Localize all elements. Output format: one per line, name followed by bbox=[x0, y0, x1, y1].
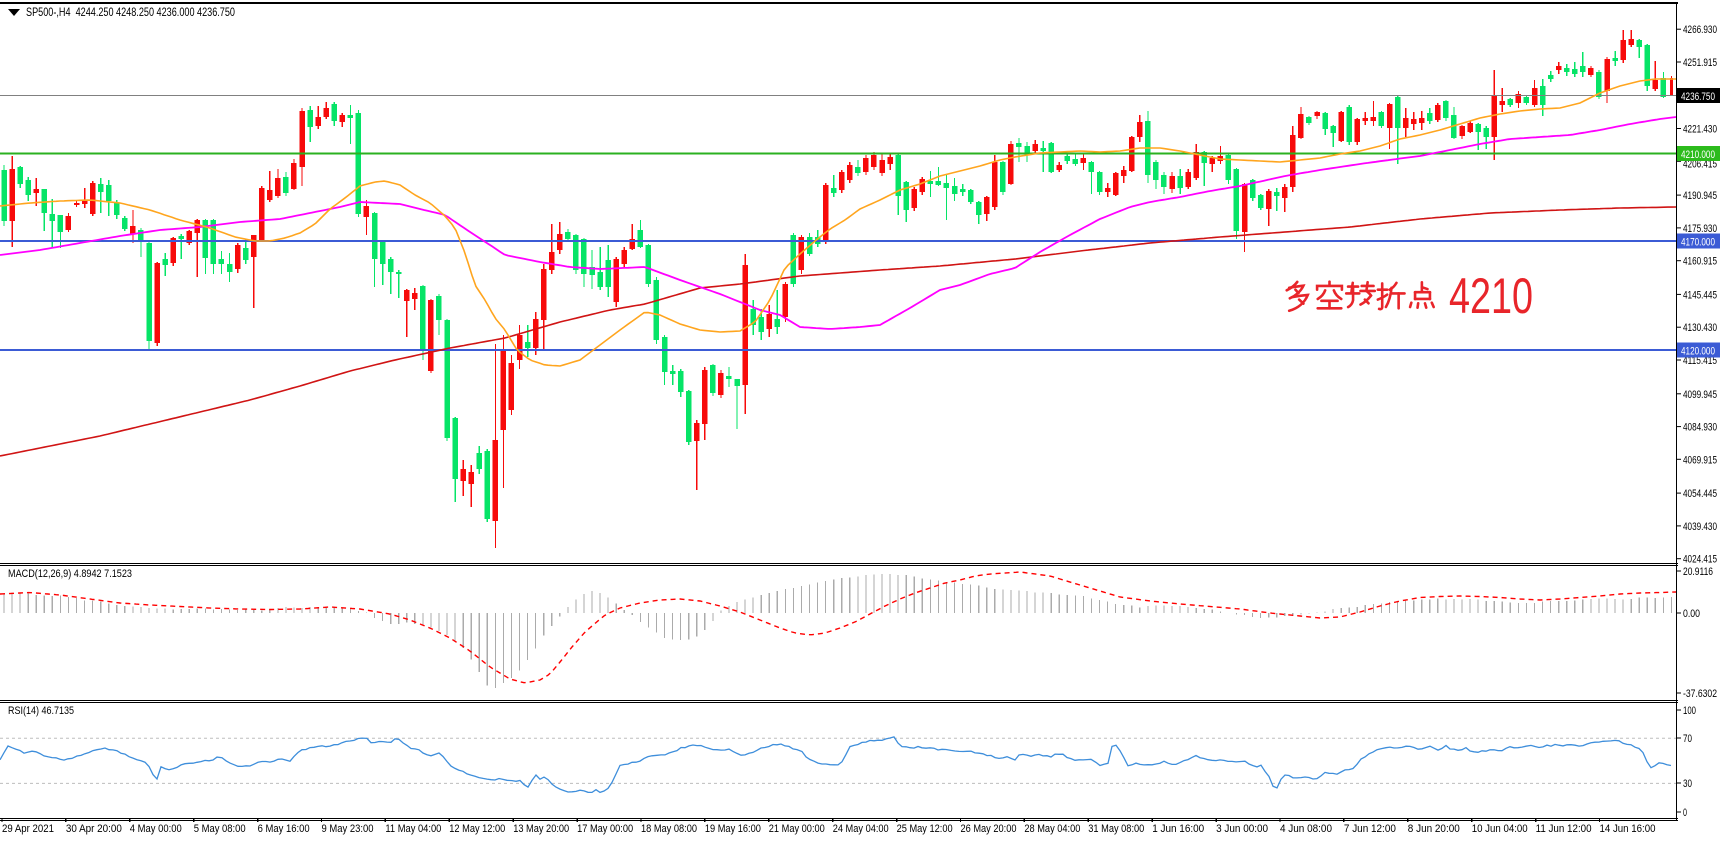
svg-text:RSI(14) 46.7135: RSI(14) 46.7135 bbox=[8, 705, 74, 717]
svg-text:12 May 12:00: 12 May 12:00 bbox=[449, 823, 505, 835]
svg-text:4 May 00:00: 4 May 00:00 bbox=[130, 823, 182, 835]
svg-text:31 May 08:00: 31 May 08:00 bbox=[1088, 823, 1144, 835]
svg-text:4175.930: 4175.930 bbox=[1683, 223, 1717, 235]
svg-text:26 May 20:00: 26 May 20:00 bbox=[961, 823, 1017, 835]
svg-text:4099.945: 4099.945 bbox=[1683, 389, 1717, 401]
svg-text:5 May 08:00: 5 May 08:00 bbox=[194, 823, 246, 835]
svg-text:4266.930: 4266.930 bbox=[1683, 24, 1717, 36]
svg-text:11 May 04:00: 11 May 04:00 bbox=[385, 823, 441, 835]
svg-text:4145.445: 4145.445 bbox=[1683, 289, 1717, 301]
svg-text:4251.915: 4251.915 bbox=[1683, 57, 1717, 69]
svg-text:6 May 16:00: 6 May 16:00 bbox=[258, 823, 310, 835]
svg-text:4210.000: 4210.000 bbox=[1681, 149, 1715, 161]
svg-text:4210: 4210 bbox=[1449, 268, 1533, 324]
svg-text:4024.415: 4024.415 bbox=[1683, 554, 1717, 566]
svg-text:-37.6302: -37.6302 bbox=[1683, 688, 1717, 700]
svg-text:3 Jun 00:00: 3 Jun 00:00 bbox=[1216, 823, 1268, 835]
svg-text:70: 70 bbox=[1683, 733, 1692, 745]
svg-text:4236.750: 4236.750 bbox=[1681, 91, 1715, 103]
svg-text:19 May 16:00: 19 May 16:00 bbox=[705, 823, 761, 835]
svg-text:20.9116: 20.9116 bbox=[1683, 566, 1713, 578]
svg-text:100: 100 bbox=[1683, 705, 1696, 717]
svg-text:18 May 08:00: 18 May 08:00 bbox=[641, 823, 697, 835]
svg-text:4170.000: 4170.000 bbox=[1681, 237, 1715, 249]
svg-text:17 May 00:00: 17 May 00:00 bbox=[577, 823, 633, 835]
svg-text:4130.430: 4130.430 bbox=[1683, 322, 1717, 334]
svg-text:21 May 00:00: 21 May 00:00 bbox=[769, 823, 825, 835]
svg-text:7 Jun 12:00: 7 Jun 12:00 bbox=[1344, 823, 1396, 835]
svg-text:24 May 04:00: 24 May 04:00 bbox=[833, 823, 889, 835]
svg-text:4120.000: 4120.000 bbox=[1681, 346, 1715, 358]
svg-text:4084.930: 4084.930 bbox=[1683, 422, 1717, 434]
svg-text:MACD(12,26,9) 4.8942 7.1523: MACD(12,26,9) 4.8942 7.1523 bbox=[8, 568, 132, 580]
svg-text:4190.945: 4190.945 bbox=[1683, 190, 1717, 202]
svg-text:SP500-,H4 4244.250 4248.250 4: SP500-,H4 4244.250 4248.250 4236.000 423… bbox=[26, 5, 235, 19]
svg-text:13 May 20:00: 13 May 20:00 bbox=[513, 823, 569, 835]
svg-text:29 Apr 2021: 29 Apr 2021 bbox=[2, 823, 54, 835]
svg-text:4039.430: 4039.430 bbox=[1683, 521, 1717, 533]
svg-text:28 May 04:00: 28 May 04:00 bbox=[1024, 823, 1080, 835]
svg-text:0.00: 0.00 bbox=[1683, 608, 1700, 620]
svg-text:9 May 23:00: 9 May 23:00 bbox=[322, 823, 374, 835]
svg-text:14 Jun 16:00: 14 Jun 16:00 bbox=[1600, 823, 1656, 835]
svg-text:4221.430: 4221.430 bbox=[1683, 124, 1717, 136]
svg-text:10 Jun 04:00: 10 Jun 04:00 bbox=[1472, 823, 1528, 835]
svg-text:4206.415: 4206.415 bbox=[1683, 158, 1717, 170]
svg-text:4 Jun 08:00: 4 Jun 08:00 bbox=[1280, 823, 1332, 835]
svg-text:30 Apr 20:00: 30 Apr 20:00 bbox=[66, 823, 122, 835]
svg-text:25 May 12:00: 25 May 12:00 bbox=[897, 823, 953, 835]
svg-text:11 Jun 12:00: 11 Jun 12:00 bbox=[1536, 823, 1592, 835]
svg-text:30: 30 bbox=[1683, 778, 1692, 790]
svg-text:0: 0 bbox=[1683, 807, 1687, 819]
svg-text:4115.415: 4115.415 bbox=[1683, 355, 1717, 367]
svg-text:4160.915: 4160.915 bbox=[1683, 256, 1717, 268]
svg-text:4069.915: 4069.915 bbox=[1683, 454, 1717, 466]
svg-text:1 Jun 16:00: 1 Jun 16:00 bbox=[1152, 823, 1204, 835]
svg-text:4054.445: 4054.445 bbox=[1683, 488, 1717, 500]
svg-text:8 Jun 20:00: 8 Jun 20:00 bbox=[1408, 823, 1460, 835]
